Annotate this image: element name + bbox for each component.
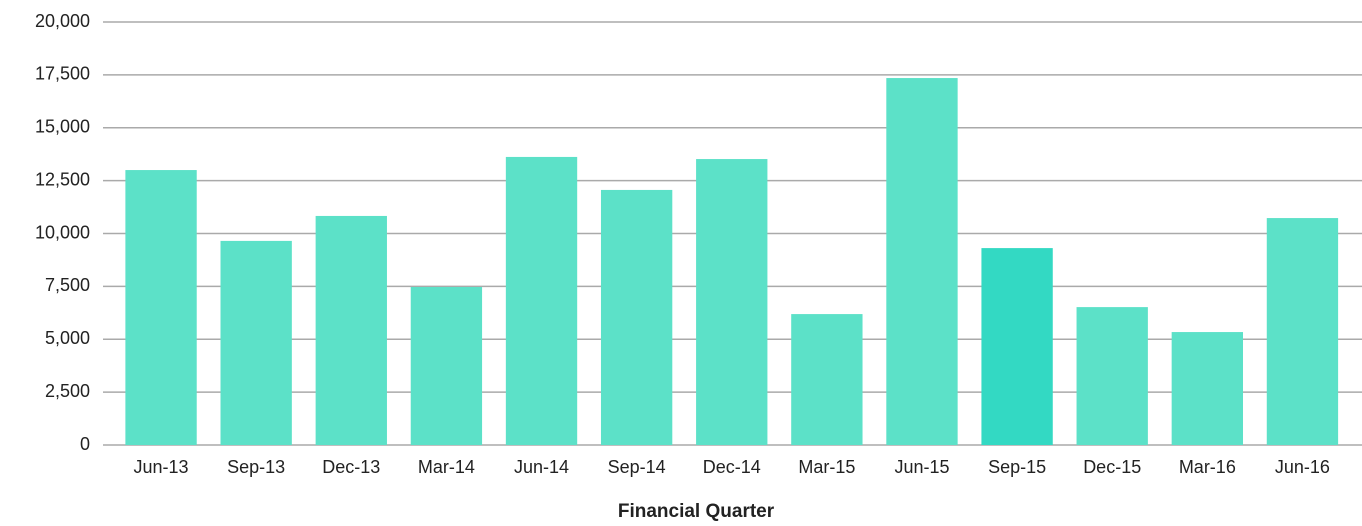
y-tick-label: 2,500 xyxy=(45,381,90,401)
x-axis-title: Financial Quarter xyxy=(618,501,775,521)
y-tick-label: 17,500 xyxy=(35,64,90,84)
bar xyxy=(315,215,387,445)
y-tick-label: 15,000 xyxy=(35,117,90,137)
bar xyxy=(981,248,1053,445)
bar xyxy=(125,170,197,446)
x-tick-label: Sep-15 xyxy=(988,457,1046,477)
x-tick-label: Jun-14 xyxy=(514,457,569,477)
x-tick-label: Mar-16 xyxy=(1179,457,1236,477)
x-tick-label: Dec-15 xyxy=(1083,457,1141,477)
x-tick-label: Jun-13 xyxy=(134,457,189,477)
y-tick-label: 12,500 xyxy=(35,169,90,189)
bar xyxy=(220,240,292,445)
y-tick-label: 10,000 xyxy=(35,222,90,242)
y-tick-label: 7,500 xyxy=(45,275,90,295)
y-tick-label: 20,000 xyxy=(35,11,90,31)
bar xyxy=(600,189,673,445)
x-tick-label: Mar-15 xyxy=(798,457,855,477)
x-tick-label: Mar-14 xyxy=(418,457,475,477)
bar xyxy=(791,314,863,445)
x-tick-label: Sep-14 xyxy=(608,457,666,477)
x-tick-label: Sep-13 xyxy=(227,457,285,477)
x-tick-label: Jun-15 xyxy=(894,457,949,477)
bar xyxy=(410,287,483,445)
x-tick-label: Dec-14 xyxy=(703,457,761,477)
bar xyxy=(505,156,578,445)
x-tick-label: Jun-16 xyxy=(1275,457,1330,477)
bar xyxy=(696,159,768,445)
bar xyxy=(886,78,958,446)
bar xyxy=(1171,332,1243,445)
bar xyxy=(1076,307,1148,445)
y-tick-label: 5,000 xyxy=(45,328,90,348)
x-tick-label: Dec-13 xyxy=(322,457,380,477)
y-tick-label: 0 xyxy=(80,434,90,454)
bar xyxy=(1266,218,1339,445)
